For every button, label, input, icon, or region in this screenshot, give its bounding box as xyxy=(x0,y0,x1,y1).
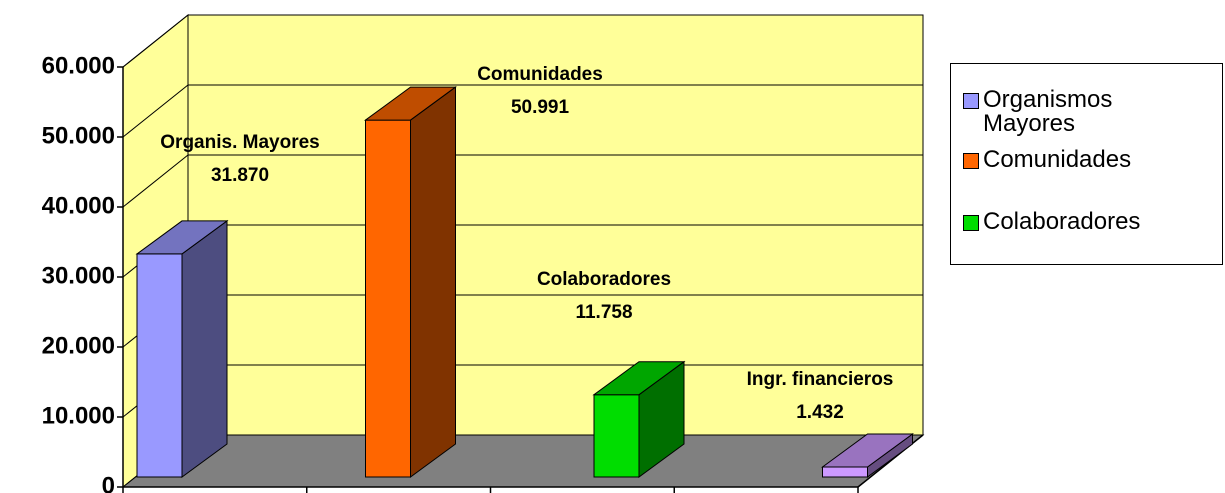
legend: Organismos Mayores Comunidades Colaborador… xyxy=(950,63,1223,265)
bar-category-label: Comunidades xyxy=(477,64,603,85)
bar-top xyxy=(820,433,915,468)
bar-category-label: Organis. Mayores xyxy=(160,132,319,153)
bar-category-label: Colaboradores xyxy=(537,269,671,290)
grid-line xyxy=(122,154,923,208)
data-label: 11.758 xyxy=(575,302,632,323)
data-label: 1.432 xyxy=(796,402,844,423)
grid-line xyxy=(122,84,923,138)
legend-entry: Comunidades xyxy=(963,148,1163,172)
bar xyxy=(820,432,915,478)
bar xyxy=(363,86,458,478)
bar-side xyxy=(181,219,228,478)
floor xyxy=(121,434,925,488)
y-tick-label: 60.000 xyxy=(42,52,115,79)
legend-label: Comunidades xyxy=(983,146,1132,173)
data-label: 31.870 xyxy=(211,165,269,186)
bar-side xyxy=(410,86,456,478)
y-tick-label: 50.000 xyxy=(42,122,115,149)
bar xyxy=(592,360,686,478)
bar-front xyxy=(365,119,411,478)
y-tick-label: 20.000 xyxy=(42,332,115,359)
bar-top xyxy=(592,361,686,396)
bar-front xyxy=(822,466,868,478)
legend-label: Organismos Mayores xyxy=(983,86,1113,137)
bar-category-label: Ingr. financieros xyxy=(747,369,894,390)
bar-front xyxy=(593,394,640,478)
y-tick-label: 30.000 xyxy=(42,262,115,289)
data-label: 50.991 xyxy=(511,97,570,118)
legend-entry: Colaboradores xyxy=(963,210,1163,234)
bar xyxy=(135,219,229,478)
bar-top xyxy=(135,220,229,255)
legend-swatch xyxy=(963,93,979,109)
y-tick-label: 10.000 xyxy=(42,402,115,429)
legend-label: Colaboradores xyxy=(983,208,1141,235)
legend-swatch xyxy=(963,153,979,169)
y-tick-label: 40.000 xyxy=(42,192,115,219)
grid-line xyxy=(122,14,923,68)
bar-top xyxy=(363,86,458,121)
bar-front xyxy=(136,253,183,478)
legend-swatch xyxy=(963,215,979,231)
legend-entry: Organismos Mayores xyxy=(963,88,1163,136)
y-tick-label: 0 xyxy=(102,472,115,493)
